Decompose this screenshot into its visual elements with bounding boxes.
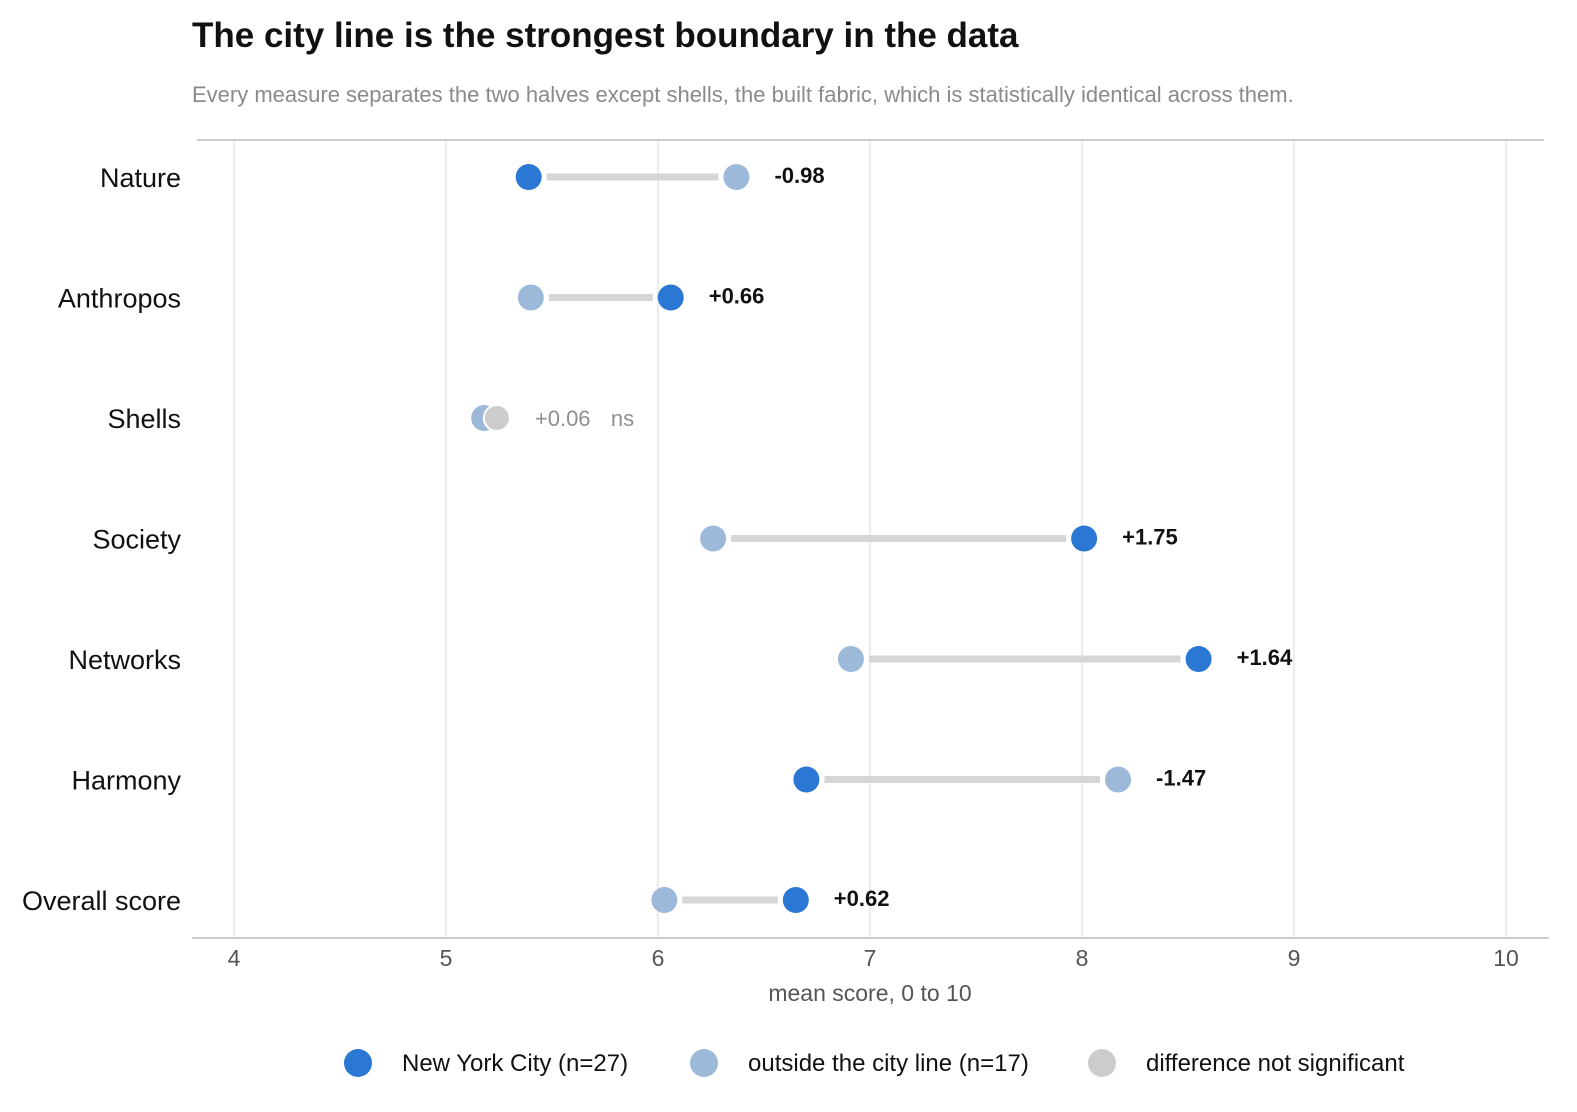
category-label: Anthropos	[58, 284, 181, 314]
not-significant-dot	[482, 404, 511, 432]
outside-dot	[517, 284, 544, 311]
not-significant-label: ns	[611, 406, 634, 431]
difference-label: +1.64	[1237, 645, 1293, 670]
chart-title: The city line is the strongest boundary …	[192, 16, 1019, 55]
row-overall-score: Overall score +0.62	[22, 886, 890, 916]
x-axis-label: mean score, 0 to 10	[768, 980, 971, 1006]
legend-swatch	[344, 1049, 372, 1077]
x-tick-label: 8	[1076, 945, 1089, 971]
x-tick-label: 7	[864, 945, 877, 971]
category-label: Networks	[68, 645, 181, 675]
row-anthropos: Anthropos +0.66	[58, 284, 764, 314]
outside-dot	[651, 887, 678, 913]
x-tick-label: 10	[1493, 945, 1519, 971]
x-tick-label: 5	[440, 945, 453, 971]
x-axis: 4 5 6 7 8 9 10	[192, 937, 1549, 971]
category-label: Harmony	[71, 766, 181, 796]
category-label: Overall score	[22, 886, 181, 916]
nyc-dot	[515, 164, 542, 190]
outside-dot	[700, 525, 727, 552]
nyc-dot	[782, 887, 809, 913]
legend-swatch	[1088, 1049, 1116, 1077]
legend-label: difference not significant	[1146, 1050, 1405, 1077]
legend-label: outside the city line (n=17)	[748, 1050, 1029, 1077]
row-society: Society +1.75	[92, 525, 1177, 555]
difference-label: +0.66	[709, 284, 765, 309]
legend-item-outside: outside the city line (n=17)	[690, 1049, 1029, 1077]
row-shells: Shells +0.06 ns	[107, 404, 634, 434]
outside-dot	[837, 646, 864, 672]
legend-label: New York City (n=27)	[402, 1050, 628, 1077]
outside-dot	[1105, 766, 1132, 793]
difference-label: +1.75	[1122, 525, 1178, 550]
x-tick-label: 9	[1288, 945, 1301, 971]
row-harmony: Harmony -1.47	[71, 766, 1206, 796]
outside-dot	[723, 164, 750, 190]
category-label: Shells	[107, 404, 181, 434]
legend-item-nyc: New York City (n=27)	[344, 1049, 628, 1077]
category-label: Society	[92, 525, 181, 555]
row-nature: Nature -0.98	[100, 163, 825, 193]
row-networks: Networks +1.64	[68, 645, 1293, 675]
nyc-dot	[793, 766, 820, 793]
nyc-dot	[1185, 646, 1212, 672]
difference-label: +0.06	[535, 406, 591, 431]
category-label: Nature	[100, 163, 181, 193]
legend-swatch	[690, 1049, 718, 1077]
legend: New York City (n=27) outside the city lin…	[344, 1049, 1405, 1077]
plot-area: Nature -0.98 Anthropos +0.66 Shells +0.06 ns So…	[22, 163, 1293, 916]
difference-label: +0.62	[834, 886, 890, 911]
nyc-dot	[657, 284, 684, 311]
x-tick-label: 6	[652, 945, 665, 971]
x-tick-label: 4	[228, 945, 241, 971]
chart-subtitle: Every measure separates the two halves e…	[192, 82, 1294, 107]
legend-item-not-significant: difference not significant	[1088, 1049, 1405, 1077]
difference-label: -1.47	[1156, 766, 1206, 791]
difference-label: -0.98	[774, 163, 824, 188]
nyc-dot	[1071, 525, 1098, 552]
